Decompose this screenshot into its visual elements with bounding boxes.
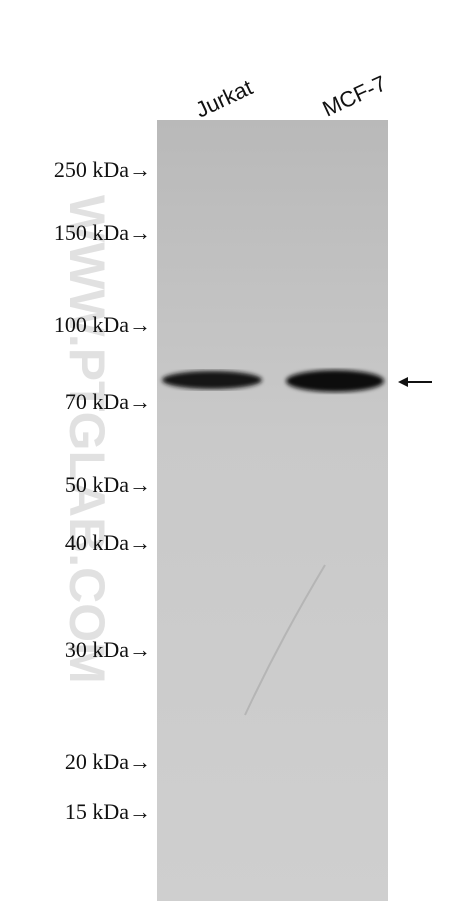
marker-label: 50 kDa→ [65,472,151,497]
marker-label: 15 kDa→ [65,799,151,824]
marker-label: 70 kDa→ [65,389,151,414]
band-arrow-head [398,377,408,387]
watermark: WWW.PTGLAB.COM [59,195,115,684]
marker-label: 40 kDa→ [65,530,151,555]
marker-labels: 250 kDa→ 150 kDa→ 100 kDa→ 70 kDa→ 50 kDa→ 40… [54,157,151,824]
smear [244,564,326,716]
marker-label: 20 kDa→ [65,749,151,774]
band [286,370,384,392]
marker-label: 30 kDa→ [65,637,151,662]
marker-label: 100 kDa→ [54,312,151,337]
marker-label: 250 kDa→ [54,157,151,182]
band [162,371,262,389]
marker-label: 150 kDa→ [54,220,151,245]
lane-label: Jurkat [192,75,257,123]
gel [157,120,388,901]
lane-label: MCF-7 [319,70,390,121]
